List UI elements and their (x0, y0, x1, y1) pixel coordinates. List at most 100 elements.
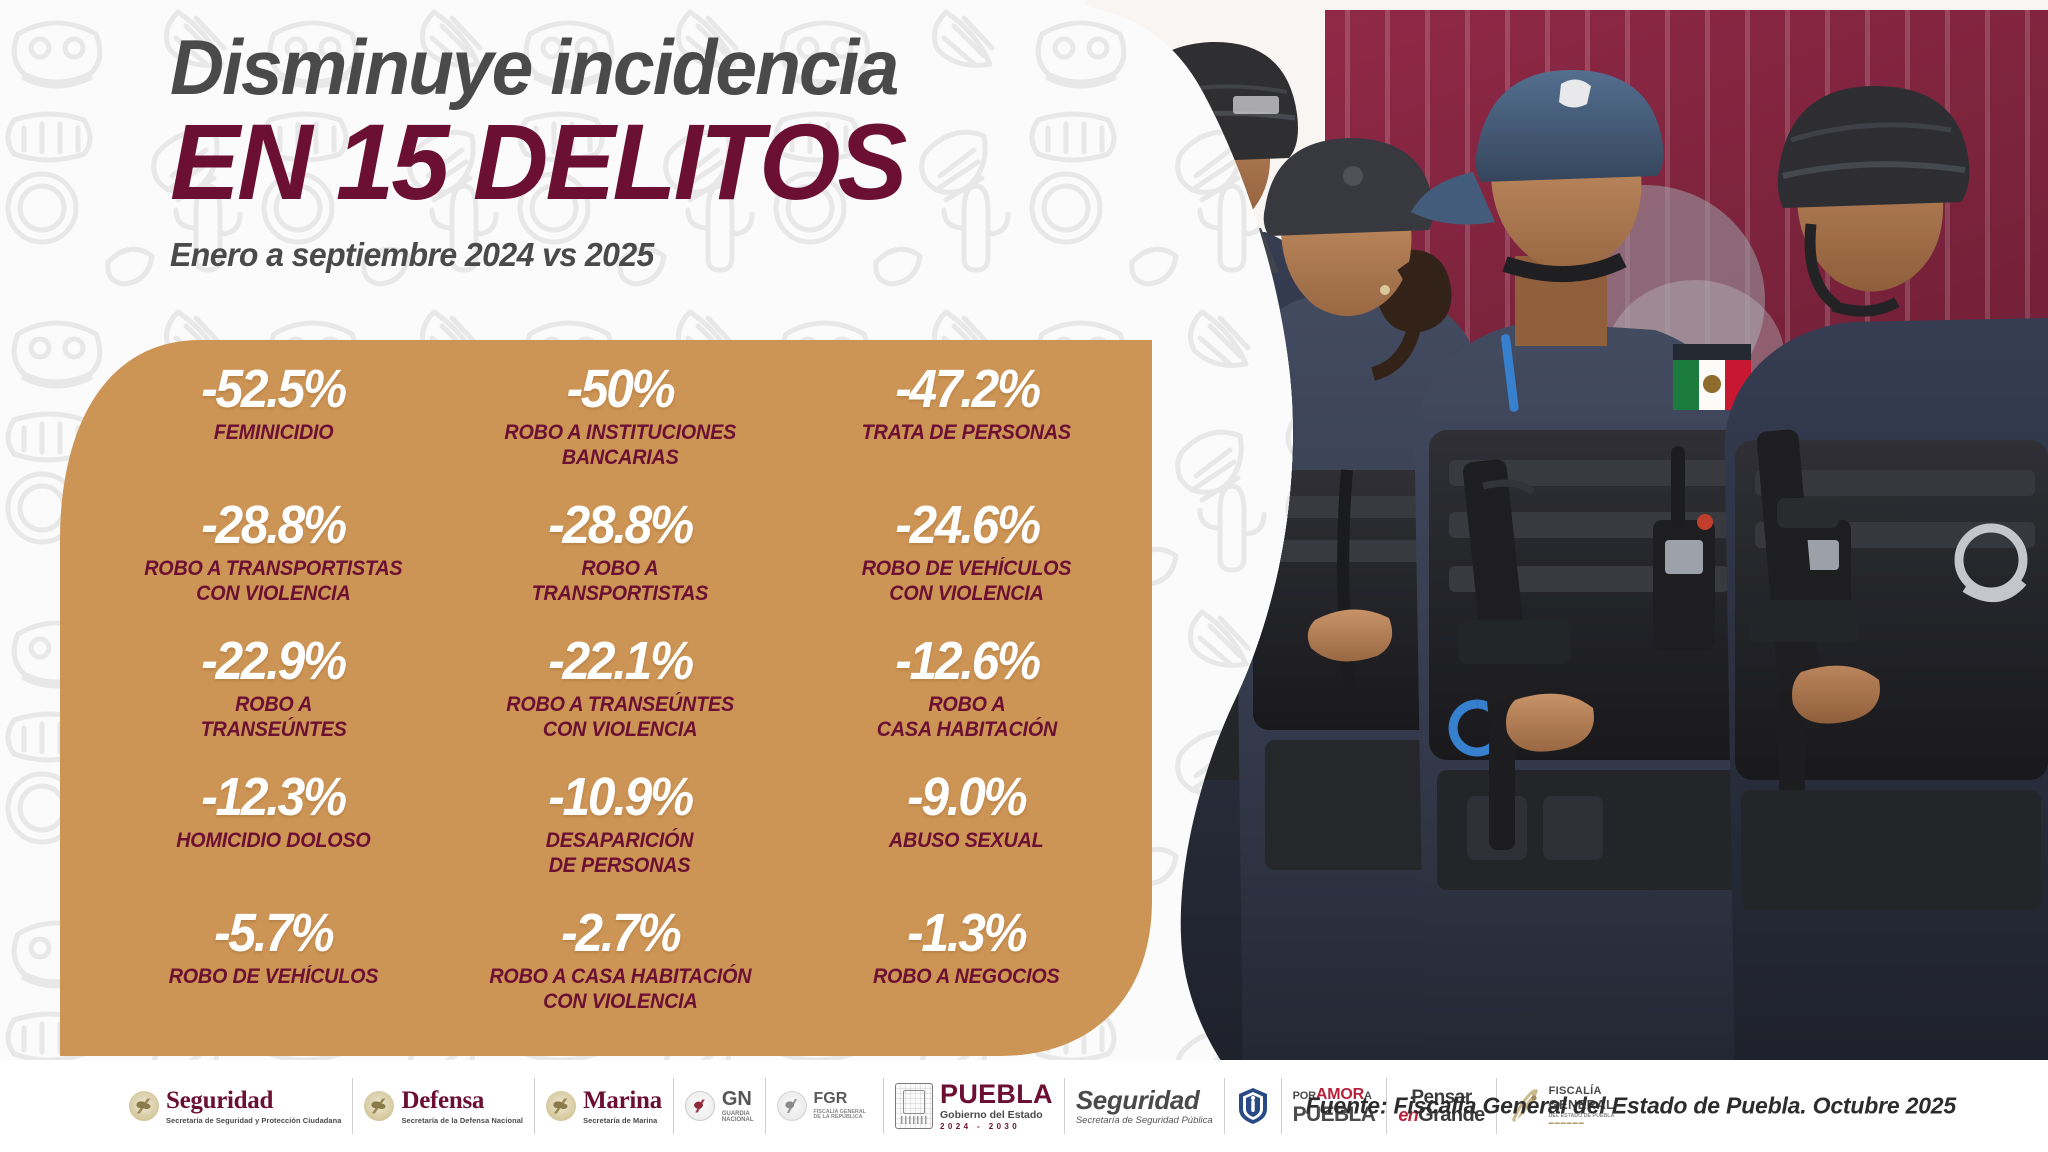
stat-value: -47.2% (894, 359, 1041, 419)
stat-cell: -28.8% ROBO A TRANSPORTISTAS (447, 494, 794, 630)
logo-label: Seguridad (1075, 1084, 1200, 1115)
pensar-accent: en (1398, 1104, 1419, 1125)
stat-value: -12.3% (201, 767, 348, 827)
stat-value: -22.9% (201, 631, 348, 691)
logo-label-line2: GENERAL (1548, 1096, 1615, 1112)
headline-block: Disminuye incidencia EN 15 DELITOS Enero… (170, 28, 1070, 271)
stat-value: -10.9% (548, 767, 694, 827)
page-subtitle: Enero a septiembre 2024 vs 2025 (170, 236, 654, 273)
logo-sublabel: Secretaría de Marina (583, 1115, 658, 1125)
stat-value: -28.8% (548, 495, 694, 555)
stat-cell: -22.1% ROBO A TRANSEÚNTES CON VIOLENCIA (447, 630, 794, 766)
statistics-panel: -52.5% FEMINICIDIO -50% ROBO A INSTITUCI… (60, 340, 1170, 1060)
logo-years: 2024 - 2030 (940, 1122, 1021, 1131)
amor-post: A (1363, 1090, 1372, 1102)
amor-accent: AMOR (1315, 1086, 1364, 1103)
stat-label: ROBO A CASA HABITACIÓN CON VIOLENCIA (489, 965, 751, 1013)
police-officers-photo (1085, 0, 2048, 1080)
panel-background-shape (60, 340, 1152, 1056)
stat-label: ROBO DE VEHÍCULOS CON VIOLENCIA (861, 557, 1072, 605)
logo-fiscalia-general: FISCALÍA GENERAL DEL ESTADO DE PUEBLA ▬▬… (1495, 1078, 1626, 1134)
logo-label: Defensa (401, 1087, 485, 1115)
statistics-grid: -52.5% FEMINICIDIO -50% ROBO A INSTITUCI… (60, 340, 1170, 1060)
logo-seguridad-publica-puebla: Seguridad Secretaría de Seguridad Públic… (1063, 1078, 1224, 1134)
logo-label: Seguridad (166, 1087, 274, 1115)
stat-cell: -1.3% ROBO A NEGOCIOS (793, 902, 1140, 1038)
logo-por-amor-a-puebla: PORAMORA PUEBLA (1280, 1078, 1387, 1134)
amor-pre: POR (1292, 1090, 1316, 1102)
logo-marina: Marina Secretaría de Marina (534, 1078, 673, 1134)
stat-label: ABUSO SEXUAL (889, 829, 1044, 852)
stat-cell: -50% ROBO A INSTITUCIONES BANCARIAS (447, 358, 794, 494)
logo-guardia-nacional: GN GUARDIA NACIONAL (672, 1078, 765, 1134)
stat-value: -5.7% (214, 903, 335, 963)
stat-value: -50% (566, 359, 676, 419)
logo-sublabel: Gobierno del Estado (940, 1109, 1043, 1121)
pensar-rest: Grande (1418, 1103, 1485, 1126)
mexican-eagle-seal-icon (364, 1091, 395, 1121)
logo-sublabel: Secretaría de Seguridad y Protección Ciu… (166, 1115, 342, 1125)
logo-sublabel: Secretaría de la Defensa Nacional (401, 1115, 524, 1125)
fgr-seal-icon (776, 1091, 807, 1121)
stat-value: -22.1% (548, 631, 694, 691)
logo-sublabel: GUARDIA NACIONAL (721, 1111, 754, 1123)
stat-label: ROBO A INSTITUCIONES BANCARIAS (504, 421, 736, 469)
logo-label: Marina (583, 1087, 662, 1115)
logo-label: GN (721, 1088, 752, 1110)
stat-label: ROBO A TRANSEÚNTES CON VIOLENCIA (506, 693, 734, 741)
logo-puebla-gobierno: PUEBLA Gobierno del Estado 2024 - 2030 (883, 1078, 1064, 1134)
logo-sublabel: Secretaría de Seguridad Pública (1075, 1114, 1213, 1126)
stat-label: ROBO A TRANSEÚNTES (200, 693, 347, 741)
stat-value: -24.6% (894, 495, 1041, 555)
source-attribution: Fuente: Fiscalía General del Estado de P… (1305, 1092, 1957, 1119)
stat-cell: -9.0% ABUSO SEXUAL (793, 766, 1140, 902)
police-shield-icon (1238, 1088, 1267, 1124)
logo-label-line1: FISCALÍA (1548, 1084, 1602, 1097)
stat-label: ROBO A TRANSPORTISTAS CON VIOLENCIA (144, 557, 403, 605)
stat-value: -52.5% (201, 359, 348, 419)
logo-label: FGR (813, 1090, 848, 1108)
logo-label-top: PORAMORA (1293, 1087, 1376, 1103)
stat-cell: -28.8% ROBO A TRANSPORTISTAS CON VIOLENC… (100, 494, 447, 630)
stat-cell: -24.6% ROBO DE VEHÍCULOS CON VIOLENCIA (793, 494, 1140, 630)
logo-seguridad-federal: Seguridad Secretaría de Seguridad y Prot… (118, 1078, 352, 1134)
stat-label: ROBO A NEGOCIOS (873, 965, 1060, 988)
page-title-line2: EN 15 DELITOS (170, 101, 907, 222)
logo-label-bottom: PUEBLA (1292, 1103, 1376, 1126)
puebla-coat-of-arms-icon (895, 1083, 934, 1129)
logo-label: PUEBLA (940, 1079, 1053, 1109)
logo-ssp-badge (1223, 1078, 1281, 1134)
page-title-line1: Disminuye incidencia (170, 23, 899, 111)
stat-value: -2.7% (560, 903, 682, 963)
stat-cell: -52.5% FEMINICIDIO (100, 358, 447, 494)
logo-defensa: Defensa Secretaría de la Defensa Naciona… (352, 1078, 534, 1134)
stat-cell: -12.3% HOMICIDIO DOLOSO (100, 766, 447, 902)
logo-decor-line: ▬▬▬▬▬▬ (1548, 1120, 1585, 1127)
stat-cell: -5.7% ROBO DE VEHÍCULOS (100, 902, 447, 1038)
logo-pensar-en-grande: Pensar enGrande (1386, 1078, 1495, 1134)
stat-cell: -2.7% ROBO A CASA HABITACIÓN CON VIOLENC… (447, 902, 794, 1038)
mexican-eagle-seal-icon (546, 1091, 577, 1121)
stat-value: -9.0% (907, 767, 1029, 827)
stat-label: DESAPARICIÓN DE PERSONAS (546, 829, 694, 877)
stat-value: -28.8% (201, 495, 348, 555)
stat-value: -12.6% (894, 631, 1041, 691)
stat-label: HOMICIDIO DOLOSO (176, 829, 371, 852)
logo-sublabel: FISCALÍA GENERAL DE LA REPÚBLICA (813, 1108, 867, 1121)
stat-cell: -10.9% DESAPARICIÓN DE PERSONAS (447, 766, 794, 902)
fiscalia-eagle-icon (1511, 1089, 1538, 1123)
stat-label: ROBO A TRANSPORTISTAS (531, 557, 709, 605)
stat-cell: -12.6% ROBO A CASA HABITACIÓN (793, 630, 1140, 766)
institutional-logos: Seguridad Secretaría de Seguridad y Prot… (118, 1078, 1625, 1134)
mexican-eagle-seal-icon (129, 1091, 159, 1121)
stat-cell: -22.9% ROBO A TRANSEÚNTES (100, 630, 447, 766)
logo-label-line2: enGrande (1398, 1103, 1485, 1126)
stat-label: ROBO A CASA HABITACIÓN (876, 693, 1057, 741)
stat-value: -1.3% (907, 903, 1029, 963)
stat-label: FEMINICIDIO (213, 421, 334, 444)
logo-fgr: FGR FISCALÍA GENERAL DE LA REPÚBLICA (764, 1078, 878, 1134)
footer-bar: Seguridad Secretaría de Seguridad y Prot… (0, 1060, 2048, 1152)
stat-label: ROBO DE VEHÍCULOS (168, 965, 379, 988)
logo-label-line3: DEL ESTADO DE PUEBLA (1548, 1112, 1615, 1119)
